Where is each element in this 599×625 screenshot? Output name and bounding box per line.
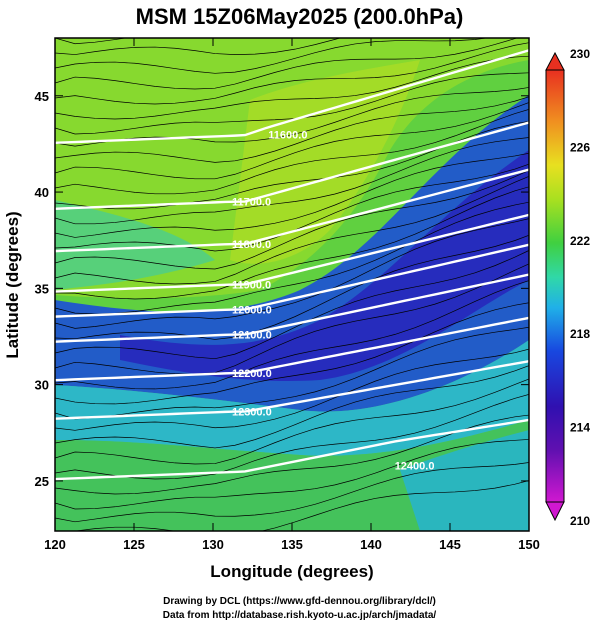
streamline	[55, 176, 529, 285]
streamline	[55, 201, 529, 315]
y-axis-ticks: 25 30 35 40 45	[35, 89, 529, 489]
x-tick-label: 125	[123, 537, 145, 552]
contour-label: 12300.0	[232, 407, 272, 419]
temperature-field	[55, 0, 535, 531]
streamline	[55, 462, 529, 523]
contour-lines	[55, 49, 529, 481]
colorbar-tick-label: 230	[570, 47, 590, 61]
contour-label: 12100.0	[232, 330, 272, 342]
streamline	[55, 87, 529, 147]
streamline	[55, 42, 529, 105]
contour-label: 11900.0	[232, 280, 271, 292]
streamline	[55, 280, 529, 390]
streamline	[55, 365, 529, 449]
colorbar-max-arrow	[545, 51, 565, 71]
y-tick-label: 35	[35, 281, 49, 296]
contour-label: 12400.0	[395, 461, 435, 473]
contour-line	[55, 243, 529, 318]
x-tick-label: 120	[44, 537, 66, 552]
streamline	[55, 218, 529, 329]
drawing-credit: Drawing by DCL (https://www.gfd-dennou.o…	[163, 596, 436, 607]
streamline	[55, 394, 529, 480]
streamline	[72, 480, 529, 531]
contour-line	[55, 121, 529, 210]
contour-label: 11800.0	[232, 239, 271, 251]
y-tick-label: 40	[35, 185, 49, 200]
colorbar-min-arrow	[545, 501, 565, 522]
y-tick-label: 45	[35, 89, 49, 104]
streamline	[55, 108, 529, 195]
streamline	[55, 439, 529, 510]
contour-line	[55, 316, 529, 382]
y-axis-label: Latitude (degrees)	[3, 211, 22, 358]
colorbar-tick-label: 210	[570, 514, 590, 528]
colorbar-tick-label: 218	[570, 327, 590, 341]
streamline	[55, 170, 529, 270]
contour-line	[55, 273, 529, 343]
contour-line	[55, 418, 529, 481]
x-tick-label: 135	[281, 537, 303, 552]
streamline	[55, 38, 490, 74]
streamline	[55, 263, 529, 375]
x-tick-label: 140	[360, 537, 382, 552]
streamline	[55, 55, 529, 120]
contour-label: 12200.0	[232, 368, 272, 380]
x-tick-label: 150	[518, 537, 540, 552]
streamline	[55, 137, 529, 225]
x-axis-label: Longitude (degrees)	[210, 562, 373, 581]
streamline	[55, 0, 535, 14]
colorbar-tick-label: 214	[570, 421, 590, 435]
streamline	[55, 186, 529, 300]
contour-line	[55, 49, 529, 145]
contour-line	[55, 213, 529, 293]
contour-labels: 11600.0 11700.0 11800.0 11900.0 12000.0 12100…	[232, 129, 435, 472]
streamline	[55, 348, 529, 431]
x-tick-label: 145	[439, 537, 461, 552]
streamline	[55, 0, 535, 29]
streamline	[55, 378, 529, 465]
colorbar-tick-label: 226	[570, 140, 590, 154]
streamline	[55, 38, 519, 90]
streamline	[55, 38, 342, 55]
streamline	[55, 96, 529, 163]
contour-label: 11700.0	[232, 197, 271, 209]
contour-label: 12000.0	[232, 305, 272, 317]
colorbar-tick-label: 222	[570, 234, 590, 248]
streamline	[55, 250, 529, 360]
page-title: MSM 15Z06May2025 (200.0hPa)	[135, 4, 464, 29]
streamline	[55, 102, 529, 180]
contour-line	[55, 359, 529, 420]
y-tick-label: 30	[35, 378, 49, 393]
streamline	[55, 152, 529, 238]
colorbar: 210 214 218 222 226 230	[545, 47, 590, 528]
x-axis-ticks: 120 125 130 135 140 145 150	[44, 38, 540, 552]
y-tick-label: 25	[35, 474, 49, 489]
data-source-credit: Data from http://database.rish.kyoto-u.a…	[162, 610, 437, 621]
colorbar-scale	[545, 69, 565, 503]
streamline	[55, 302, 529, 405]
streamline	[55, 326, 529, 420]
x-tick-label: 130	[202, 537, 224, 552]
streamline	[55, 234, 529, 340]
contour-line	[55, 168, 529, 253]
contour-label: 11600.0	[268, 129, 307, 141]
